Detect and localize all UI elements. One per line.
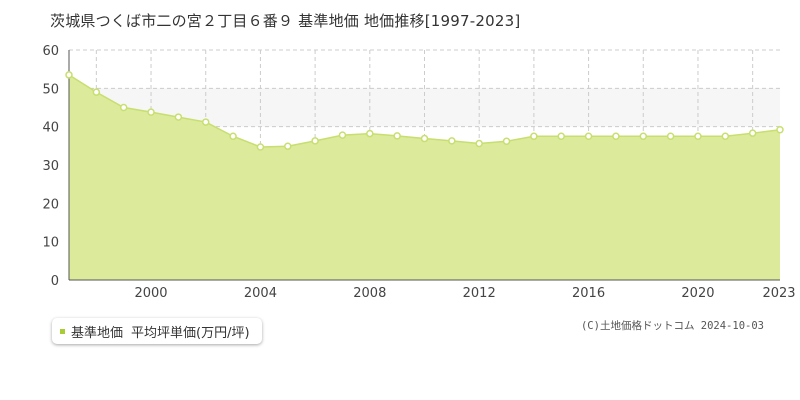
y-tick-label-60: 60	[42, 44, 59, 59]
data-point-1998	[92, 88, 101, 96]
data-point-2014	[530, 132, 538, 140]
data-point-2013	[502, 137, 511, 145]
x-tick-label-2004: 2004	[244, 286, 277, 301]
x-tick-label-2008: 2008	[353, 286, 386, 301]
copyright: (C)土地価格ドットコム 2024-10-03	[580, 320, 764, 332]
x-tick-label-2016: 2016	[572, 286, 605, 301]
data-point-2023	[776, 125, 784, 134]
data-point-2021	[721, 132, 730, 140]
x-tick-label-2012: 2012	[463, 286, 496, 301]
data-point-1999	[119, 103, 128, 112]
y-tick-label-20: 20	[42, 197, 59, 212]
data-point-2005	[284, 142, 292, 150]
data-point-2020	[694, 132, 702, 140]
data-point-1997	[65, 71, 73, 79]
y-tick-label-30: 30	[42, 159, 59, 174]
x-tick-label-2020: 2020	[681, 286, 714, 301]
data-point-2010	[420, 134, 429, 143]
data-point-2001	[174, 113, 183, 121]
x-tick-label-2000: 2000	[134, 286, 167, 301]
y-tick-label-0: 0	[51, 274, 59, 289]
data-point-2015	[557, 132, 565, 140]
series-area	[69, 74, 780, 281]
x-tick-label-2023: 2023	[762, 286, 795, 301]
data-point-2003	[229, 132, 237, 140]
legend-unit-label: 平均坪単価(万円/坪)	[131, 325, 250, 341]
legend: 基準地価 平均坪単価(万円/坪)	[52, 318, 262, 344]
legend-series-label: 基準地価	[71, 325, 124, 341]
data-point-2007	[338, 131, 347, 139]
data-point-2002	[201, 118, 210, 126]
data-point-2011	[448, 137, 456, 145]
data-point-2006	[311, 137, 319, 145]
data-point-2017	[612, 132, 620, 140]
data-point-2018	[639, 132, 648, 140]
y-tick-label-40: 40	[42, 121, 59, 136]
data-point-2022	[748, 129, 757, 137]
data-point-2008	[366, 129, 374, 138]
data-point-2019	[666, 132, 675, 140]
data-point-2004	[256, 143, 265, 151]
legend-swatch-icon	[60, 328, 65, 334]
y-tick-label-10: 10	[42, 236, 59, 251]
data-point-2009	[393, 132, 401, 140]
data-point-2000	[147, 108, 155, 116]
chart-title: 茨城県つくば市二の宮２丁目６番９ 基準地価 地価推移[1997-2023]	[50, 12, 521, 30]
y-tick-label-50: 50	[42, 82, 59, 97]
data-point-2016	[584, 132, 593, 140]
data-point-2012	[475, 139, 483, 148]
